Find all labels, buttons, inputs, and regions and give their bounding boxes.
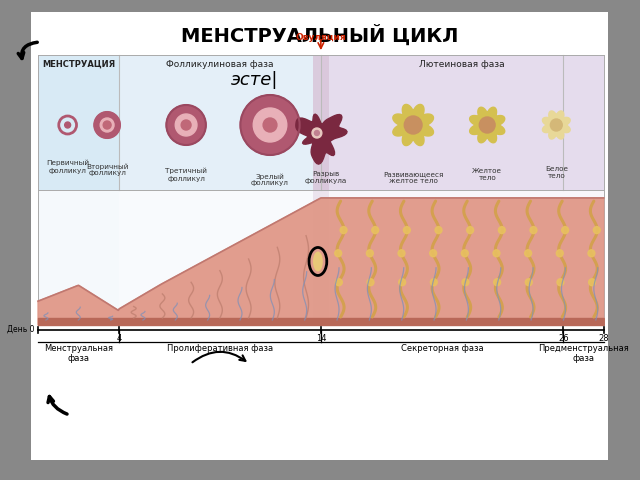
Polygon shape (38, 198, 604, 325)
Circle shape (589, 279, 596, 286)
Bar (119, 190, 321, 325)
Circle shape (403, 227, 410, 234)
Circle shape (525, 279, 532, 286)
Text: МЕНСТРУАЦИЯ: МЕНСТРУАЦИЯ (42, 60, 115, 69)
Bar (119, 55, 321, 190)
Circle shape (335, 279, 342, 286)
Ellipse shape (313, 252, 323, 272)
Circle shape (593, 227, 600, 234)
Circle shape (100, 118, 114, 132)
Circle shape (462, 279, 469, 286)
Text: Лютеиновая фаза: Лютеиновая фаза (419, 60, 505, 69)
Text: Пролиферативная фаза: Пролиферативная фаза (167, 344, 273, 353)
Circle shape (398, 250, 405, 257)
Circle shape (241, 95, 300, 155)
Circle shape (65, 122, 70, 128)
Polygon shape (296, 114, 347, 164)
Polygon shape (543, 111, 570, 139)
Circle shape (479, 117, 495, 133)
Circle shape (588, 250, 595, 257)
Text: Первичный
фолликул: Первичный фолликул (46, 160, 89, 173)
Text: Третичный
фолликул: Третичный фолликул (165, 168, 207, 181)
Circle shape (340, 227, 347, 234)
Circle shape (367, 250, 373, 257)
Text: 4: 4 (116, 334, 122, 343)
Circle shape (493, 250, 500, 257)
Circle shape (94, 112, 120, 138)
Bar (321, 190, 604, 325)
Circle shape (166, 105, 206, 145)
Circle shape (263, 118, 277, 132)
Text: 14: 14 (316, 334, 326, 343)
Circle shape (367, 279, 374, 286)
Text: МЕНСТРУАЛЬНЫЙ ЦИКЛ: МЕНСТРУАЛЬНЫЙ ЦИКЛ (180, 25, 458, 46)
Circle shape (499, 227, 506, 234)
Bar (321, 55, 604, 190)
Text: День 0: День 0 (6, 324, 34, 334)
Circle shape (175, 114, 197, 136)
Circle shape (435, 227, 442, 234)
Bar (38, 190, 119, 325)
Text: Разрыв
фолликула: Разрыв фолликула (305, 171, 347, 184)
Text: Овуляция: Овуляция (296, 33, 346, 42)
Bar (313, 55, 329, 190)
Circle shape (562, 227, 568, 234)
Text: Желтое
тело: Желтое тело (472, 168, 502, 181)
Polygon shape (470, 107, 505, 143)
Text: Развивающееся
желтое тело: Развивающееся желтое тело (383, 171, 444, 184)
Polygon shape (393, 105, 433, 145)
Text: Белое
тело: Белое тело (545, 166, 568, 179)
Circle shape (530, 227, 537, 234)
Bar (313, 190, 329, 325)
Circle shape (181, 120, 191, 130)
Circle shape (550, 119, 562, 131)
Text: Зрелый
фолликул: Зрелый фолликул (251, 173, 289, 187)
Text: 28: 28 (598, 334, 609, 343)
Circle shape (103, 121, 111, 129)
Text: 26: 26 (558, 334, 568, 343)
Circle shape (557, 279, 564, 286)
Text: Вторичный
фолликул: Вторичный фолликул (86, 163, 129, 177)
Circle shape (404, 116, 422, 134)
Circle shape (430, 279, 437, 286)
Circle shape (461, 250, 468, 257)
Text: эсте|: эсте| (230, 71, 278, 89)
Text: Предменструальная
фаза: Предменструальная фаза (538, 344, 629, 363)
Circle shape (493, 279, 500, 286)
Text: Менструальная
фаза: Менструальная фаза (44, 344, 113, 363)
Circle shape (253, 108, 287, 142)
Circle shape (335, 250, 342, 257)
Circle shape (525, 250, 532, 257)
Text: Секреторная фаза: Секреторная фаза (401, 344, 483, 353)
Circle shape (312, 128, 322, 138)
Circle shape (467, 227, 474, 234)
Text: Фолликулиновая фаза: Фолликулиновая фаза (166, 60, 273, 69)
Circle shape (372, 227, 379, 234)
Circle shape (399, 279, 406, 286)
Circle shape (314, 131, 319, 135)
Circle shape (429, 250, 436, 257)
Circle shape (556, 250, 563, 257)
Bar (38, 55, 119, 190)
